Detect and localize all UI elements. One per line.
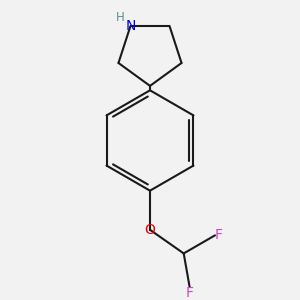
Text: H: H [116,11,125,24]
Text: F: F [214,228,223,242]
Text: N: N [125,19,136,33]
Text: O: O [145,223,155,237]
Text: F: F [186,286,194,300]
